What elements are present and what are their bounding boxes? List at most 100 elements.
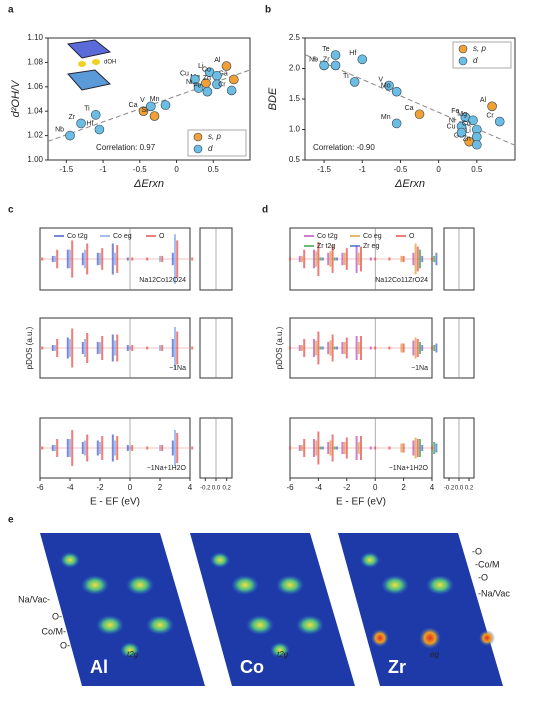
point-label: Cu [447,123,456,130]
y-tick-label: 1.10 [27,33,43,42]
x-tick-label: -1.5 [59,165,73,174]
x-tick-label: 0.5 [208,165,220,174]
point [212,71,222,81]
subpanel-label: −1Na [411,365,428,372]
x-tick-label: -0.2 [444,486,455,492]
panel-letter: c [8,205,14,216]
point-label: Zn [463,136,471,143]
point [76,118,86,129]
y-axis-label: pDOS (a.u.) [275,326,284,369]
point [330,50,341,60]
x-tick-label: 0.0 [455,486,464,492]
y-tick-label: 1.5 [289,94,301,103]
point [349,77,360,87]
point [494,116,505,127]
point [391,86,402,97]
point-label: Co [202,67,211,74]
point-label: Nb [55,126,64,133]
y-tick-label: 1.04 [27,106,43,115]
legend-marker [193,144,203,154]
x-tick-label: -0.2 [200,486,211,492]
point [456,127,467,138]
x-tick-label: -1.5 [317,165,331,174]
left-label: Na/Vac- [18,594,50,604]
panel-letter: b [265,5,271,16]
x-axis-label: ΔErxn [394,178,425,190]
legend-label: d [473,56,478,65]
legend-label: Co eg [363,233,382,240]
orbital-label: eg [430,650,439,659]
elf-map [40,533,205,686]
point-label: Al [480,97,487,104]
x-axis-label: E - EF (eV) [336,497,386,508]
point [149,111,160,121]
point-label: Ni [449,117,456,124]
legend-marker [458,44,468,54]
point-label: Al [214,57,221,64]
point [468,115,478,126]
left-label: Co/M- [42,626,67,636]
point [160,100,171,110]
x-tick-label: -0.5 [394,165,408,174]
point-label: Cr [218,81,226,88]
legend-label: d [208,144,213,153]
y-tick-label: 2.0 [289,64,301,73]
x-tick-label: -6 [286,483,294,492]
image-label: Al [90,657,108,677]
point [146,101,156,112]
y-tick-label: 1.08 [27,58,43,67]
x-tick-label: -2 [96,483,104,492]
right-label: -O [472,546,482,556]
plot-frame [47,37,251,161]
atom [78,61,86,67]
legend-label: Co t2g [317,233,338,240]
point-label: Hf [349,50,356,57]
y-tick-label: 2.5 [289,33,301,42]
y-tick-label: 1.02 [27,131,43,140]
point [190,74,200,85]
point [319,60,329,71]
y-axis-label: BDE [267,87,279,110]
point [226,85,237,96]
y-axis-label: d²OH/V [10,79,22,117]
point-label: V [378,76,383,83]
point [221,61,232,71]
point-label: Mn [381,114,391,121]
panel-letter: a [8,5,14,16]
x-tick-label: 0.0 [212,486,221,492]
point-label: Co [462,120,471,127]
point [212,79,222,90]
subpanel-label: −1Na [169,365,186,372]
legend-marker [458,56,468,66]
legend-label: Co t2g [67,233,88,240]
point-label: Ti [84,106,90,113]
point-label: Ca [405,105,414,112]
x-tick-label: -6 [36,483,44,492]
x-tick-label: 0 [174,165,179,174]
x-tick-label: -1 [359,165,367,174]
x-tick-label: 0.5 [471,165,483,174]
panel-e: Alt2gCot2gZregNa/Vac-O-Co/M-O--O-Co/M-O-… [18,533,510,686]
crystal-inset [66,39,112,91]
x-tick-label: -2 [343,483,351,492]
point [90,110,101,120]
point [384,80,394,91]
legend-label: s, p [208,132,221,141]
elf-map [190,533,355,686]
annotation: Correlation: 0.97 [96,143,156,152]
x-tick-label: 0 [436,165,441,174]
point-label: Li [465,128,471,135]
point-label: Mg [457,111,467,118]
panel-letter: d [262,205,268,216]
point [330,60,341,71]
point [487,101,497,112]
point [193,83,204,93]
point [357,54,368,65]
point-label: Mn [150,96,160,103]
y-tick-label: 1.06 [27,82,43,91]
inset-label: dOH [104,60,116,66]
point-label: Sr [142,107,150,114]
x-tick-label: -4 [66,483,74,492]
y-tick-label: 1.0 [289,125,301,134]
y-tick-label: 1.00 [27,155,43,164]
